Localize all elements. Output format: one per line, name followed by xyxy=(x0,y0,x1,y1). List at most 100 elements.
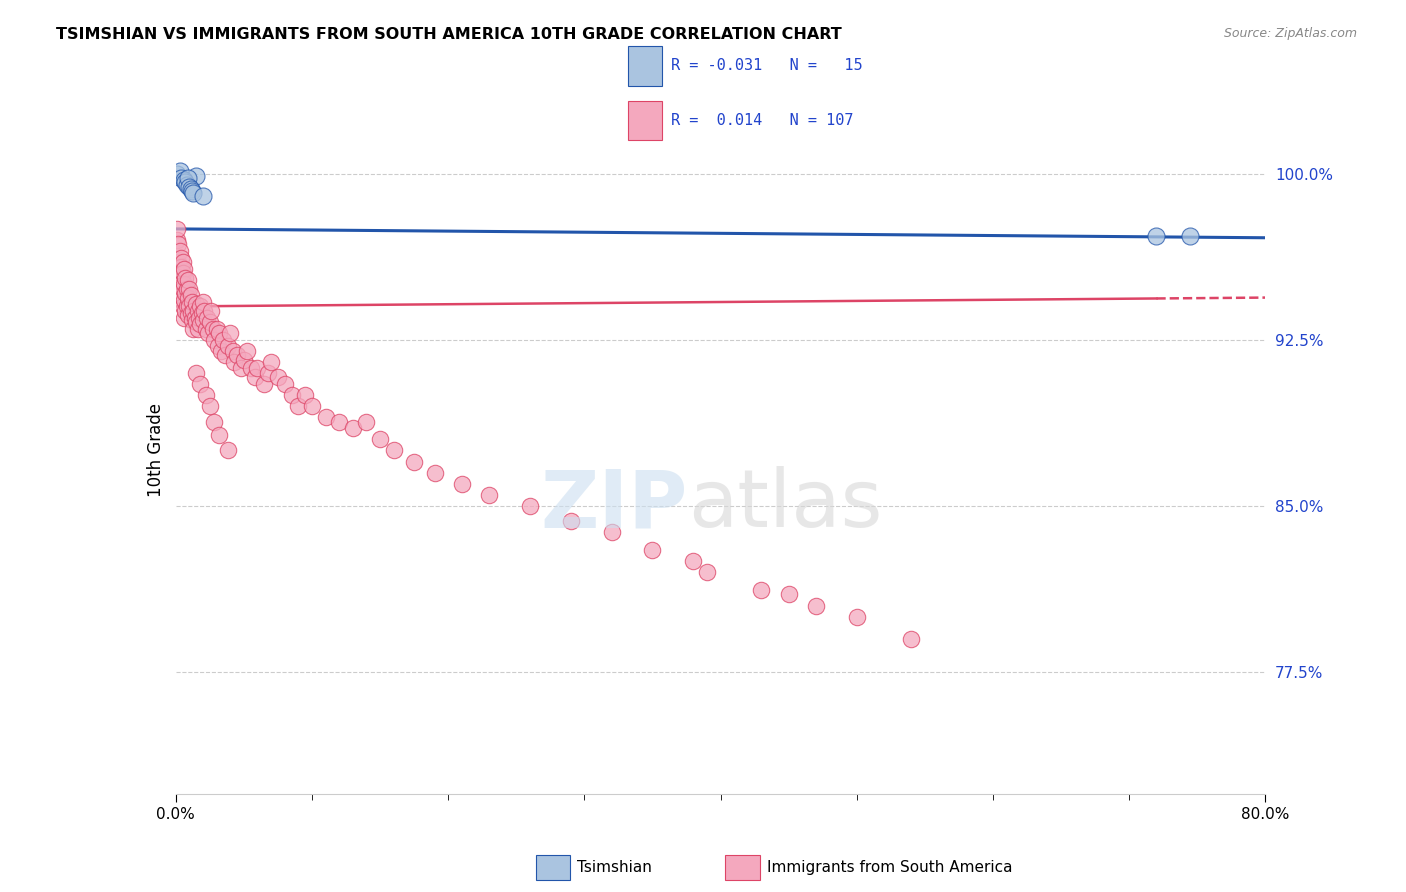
Point xyxy=(179,282,201,296)
Point xyxy=(173,293,195,307)
Point xyxy=(170,288,193,302)
Point xyxy=(201,321,224,335)
Point xyxy=(219,326,242,340)
Point xyxy=(169,164,191,178)
Point xyxy=(696,566,718,580)
Text: Source: ZipAtlas.com: Source: ZipAtlas.com xyxy=(1223,27,1357,40)
Point xyxy=(188,300,211,314)
Y-axis label: 10th Grade: 10th Grade xyxy=(146,403,165,498)
Point xyxy=(253,376,276,391)
Point xyxy=(1144,228,1167,243)
Point xyxy=(202,415,225,429)
Point xyxy=(287,399,309,413)
Text: Tsimshian: Tsimshian xyxy=(576,860,652,875)
Point xyxy=(177,291,200,305)
Point xyxy=(166,222,188,236)
Point xyxy=(184,310,207,325)
Point xyxy=(342,421,364,435)
Point xyxy=(191,295,214,310)
Point xyxy=(179,179,201,194)
Point xyxy=(217,339,239,353)
Bar xyxy=(628,46,662,86)
Point xyxy=(301,399,323,413)
Point xyxy=(274,376,297,391)
Point xyxy=(226,348,249,362)
Point xyxy=(194,321,217,335)
Point xyxy=(186,169,208,183)
Point xyxy=(188,376,211,391)
Point xyxy=(231,361,253,376)
Point xyxy=(260,355,283,369)
Point xyxy=(191,312,214,326)
Point xyxy=(173,173,195,187)
Point xyxy=(600,525,623,540)
Point xyxy=(186,321,209,335)
Point xyxy=(224,355,246,369)
Point xyxy=(315,410,337,425)
Point xyxy=(174,270,197,285)
Point xyxy=(641,543,664,558)
Point xyxy=(179,300,201,314)
Point xyxy=(180,306,202,320)
Bar xyxy=(628,101,662,140)
Point xyxy=(166,233,188,247)
Text: atlas: atlas xyxy=(688,467,882,544)
Point xyxy=(239,361,262,376)
Point xyxy=(450,476,472,491)
Point xyxy=(190,306,212,320)
Point xyxy=(180,182,202,196)
Point xyxy=(172,282,194,296)
Point xyxy=(280,388,302,402)
Point xyxy=(382,443,405,458)
Point xyxy=(193,304,215,318)
Point xyxy=(183,186,205,201)
Point xyxy=(751,582,773,597)
Point xyxy=(209,343,232,358)
Point xyxy=(177,308,200,322)
Point xyxy=(169,244,191,258)
Point xyxy=(404,454,426,468)
Point xyxy=(174,304,197,318)
Point xyxy=(170,260,193,274)
Point xyxy=(257,366,280,380)
Point xyxy=(235,343,257,358)
Point xyxy=(180,288,202,302)
Point xyxy=(186,366,208,380)
Point xyxy=(173,261,195,276)
Point xyxy=(195,310,218,325)
Point xyxy=(207,339,229,353)
Point xyxy=(212,333,235,347)
Point xyxy=(560,514,582,528)
Point xyxy=(845,609,868,624)
Point xyxy=(294,388,316,402)
Point xyxy=(194,388,217,402)
Point xyxy=(187,310,209,325)
Point xyxy=(186,315,208,329)
Point xyxy=(174,175,197,189)
Point xyxy=(222,343,245,358)
Point xyxy=(778,587,800,601)
Point xyxy=(173,310,195,325)
Point xyxy=(197,326,219,340)
Point xyxy=(170,251,193,265)
Point xyxy=(181,312,204,326)
Point xyxy=(183,321,205,335)
Bar xyxy=(536,855,571,880)
Point xyxy=(167,237,190,252)
Point xyxy=(172,300,194,314)
Point xyxy=(181,295,204,310)
Point xyxy=(205,321,228,335)
Point xyxy=(267,370,290,384)
Point xyxy=(174,286,197,301)
Text: R =  0.014   N = 107: R = 0.014 N = 107 xyxy=(671,112,853,128)
Point xyxy=(191,188,214,202)
Point xyxy=(198,315,221,329)
Text: TSIMSHIAN VS IMMIGRANTS FROM SOUTH AMERICA 10TH GRADE CORRELATION CHART: TSIMSHIAN VS IMMIGRANTS FROM SOUTH AMERI… xyxy=(56,27,842,42)
Point xyxy=(176,300,198,314)
Point xyxy=(368,433,391,447)
Point xyxy=(519,499,541,513)
Point xyxy=(243,370,266,384)
Point xyxy=(423,466,446,480)
Point xyxy=(169,266,191,280)
Point xyxy=(202,333,225,347)
